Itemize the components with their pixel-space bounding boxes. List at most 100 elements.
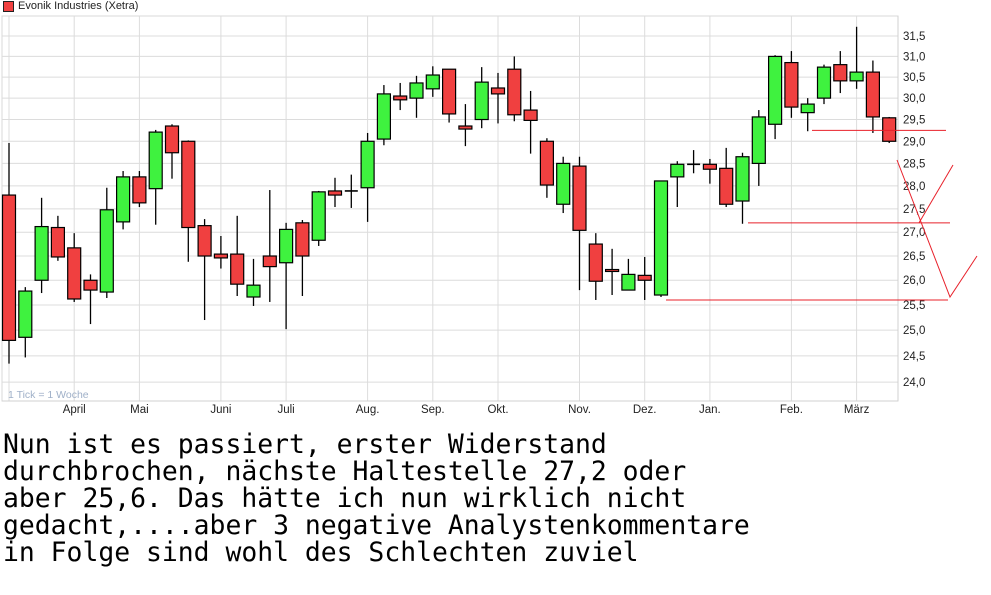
candle [588,233,603,300]
candle-body [849,71,864,82]
y-tick-label: 26,5 [903,251,925,263]
candle [360,132,375,222]
candle-body [702,163,718,170]
candle [670,161,685,208]
candle-body [279,228,294,264]
candle [849,26,864,89]
candle [604,248,620,296]
candle-body [833,64,848,82]
tick-note: 1 Tick = 1 Woche [8,389,89,401]
candle [767,55,783,140]
candle-body [295,222,310,257]
candle [327,177,343,208]
y-tick-label: 28,0 [903,181,925,193]
candle-body [115,176,131,223]
candle-body [246,284,261,298]
candle [181,140,196,262]
candle-body [409,82,424,99]
candle-body [442,68,457,115]
candle-body [539,140,555,186]
comment-line: gedacht,....aber 3 negative Analystenkom… [3,510,750,541]
candle [800,98,815,132]
candle [687,150,701,174]
comment-line: Nun ist es passiert, erster Widerstand [3,429,607,460]
candle-body [767,55,783,125]
candle-body [34,225,49,281]
candle [148,129,163,225]
candlestick-chart: 24,0 24,5 25,0 25,5 26,0 26,5 27,0 27,5 28,0 28,5… [1,15,978,416]
candle [507,56,522,122]
x-tick-label: Okt. [487,404,508,416]
candle-body [735,156,750,202]
candle-body [865,71,881,118]
candle [67,233,82,302]
y-tick-label: 24,0 [903,377,925,389]
candles [1,26,897,364]
candle [279,222,294,330]
candle-body [1,194,17,341]
candle [865,60,881,133]
candle [99,187,114,298]
candle-body [376,93,391,140]
legend-label: Evonik Industries (Xetra) [18,0,139,12]
y-tick-label: 25,0 [903,325,925,337]
y-tick-label: 31,5 [903,31,925,43]
candle-body [148,131,163,190]
candle-body [181,140,196,229]
candle [246,258,261,306]
x-tick-label: Juli [277,404,294,416]
y-axis: 24,0 24,5 25,0 25,5 26,0 26,5 27,0 27,5 28,0 28,5… [903,31,925,389]
candle-body [604,268,620,273]
candle-body [507,68,522,116]
candle [474,67,489,129]
candle-body [83,279,98,291]
candle [164,124,180,179]
x-tick-label: Aug. [356,404,380,416]
x-tick-label: Feb. [780,404,803,416]
candle [83,274,98,325]
candle-body [637,274,652,281]
y-tick-label: 27,0 [903,227,925,239]
candle [1,143,17,364]
x-axis: April Mai Juni Juli Aug. Sep. Okt. Nov. Dez. Jan.… [63,404,870,416]
comment-line: aber 25,6. Das hätte ich nun wirklich ni… [3,483,687,514]
candle-body [50,226,66,258]
candle [572,156,587,291]
candle-body [556,162,571,205]
candle [621,258,636,291]
candle-body [67,247,82,300]
x-tick-label: April [63,404,86,416]
x-tick-label: Nov. [568,404,591,416]
comment-line: in Folge sind wohl des Schlechten zuviel [3,537,639,568]
candle-body [670,163,685,178]
candle [295,220,310,297]
candle [132,171,147,208]
y-tick-label: 29,5 [903,115,925,127]
candle-body [164,125,180,154]
candle [490,72,506,124]
y-tick-label: 24,5 [903,351,925,363]
candle [816,64,832,105]
y-tick-label: 30,5 [903,72,925,84]
x-tick-label: Dez. [633,404,657,416]
comment-line: durchbrochen, nächste Haltestelle 27,2 o… [3,456,687,487]
y-tick-label: 30,0 [903,93,925,105]
y-tick-label: 26,0 [903,275,925,287]
candle-body [653,180,669,296]
candle-body [621,273,636,291]
candle [344,174,358,208]
candle-body [230,253,245,285]
candle-body [490,87,506,95]
annotation-zigzag [896,159,978,299]
candle-body [523,109,538,121]
candle-body [262,255,277,268]
x-tick-label: Juni [210,404,231,416]
candle-body [18,290,33,338]
candle [197,219,212,321]
candle [719,147,734,208]
candle-body [360,140,375,189]
candle-body [132,176,147,204]
candle-body [800,103,815,114]
candle-body [99,209,114,293]
candle-body [327,190,343,196]
